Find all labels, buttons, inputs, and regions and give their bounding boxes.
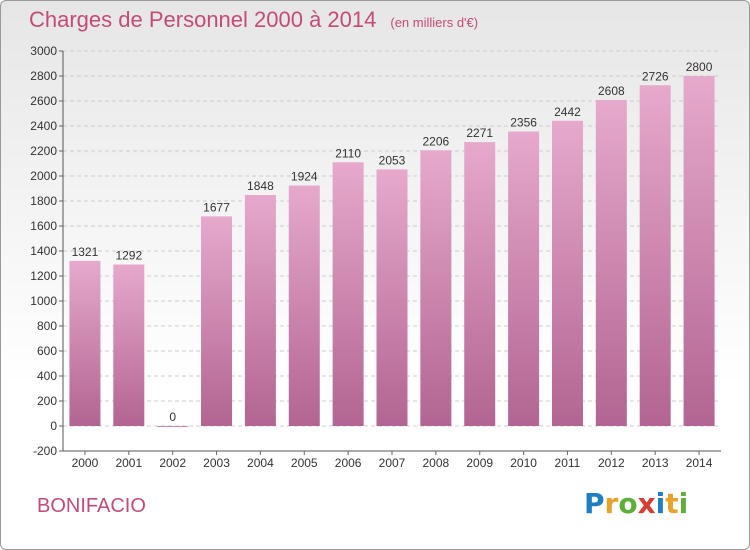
y-tick-label: 0 <box>50 419 57 433</box>
location-label: BONIFACIO <box>37 495 146 517</box>
bar <box>420 150 452 426</box>
y-tick-label: 1400 <box>30 244 57 258</box>
bar <box>508 131 540 426</box>
y-tick-label: 600 <box>37 344 57 358</box>
bar <box>595 100 627 426</box>
logo-letter: i <box>678 487 689 520</box>
axes: -200 0 200 400 600 800 1000 1200 1400 1600 1800 200… <box>30 44 721 470</box>
x-tick-label: 2003 <box>203 456 230 470</box>
y-tick-label: 2600 <box>30 94 57 108</box>
chart-unit-note: (en milliers d'€) <box>390 15 479 30</box>
y-tick-label: 1800 <box>30 194 57 208</box>
y-tick-label: 400 <box>37 369 57 383</box>
x-tick-label: 2006 <box>335 456 362 470</box>
x-tick-label: 2002 <box>159 456 186 470</box>
bar <box>683 76 715 426</box>
data-label: 2726 <box>642 69 669 83</box>
data-label: 1677 <box>203 200 230 214</box>
y-tick-label: 1200 <box>30 269 57 283</box>
bar <box>288 185 320 426</box>
x-tick-label: 2010 <box>510 456 537 470</box>
bar <box>332 162 364 426</box>
data-label: 1321 <box>72 245 99 259</box>
logo-letter: r <box>604 487 619 520</box>
logo-letter: x <box>637 487 656 520</box>
data-label: 2110 <box>335 146 361 160</box>
logo-letter: i <box>655 487 666 520</box>
bar <box>201 216 233 426</box>
bar <box>244 195 276 426</box>
x-tick-label: 2004 <box>247 456 274 470</box>
y-tick-label: 1600 <box>30 219 57 233</box>
y-tick-label: 3000 <box>30 44 57 58</box>
x-tick-label: 2014 <box>686 456 713 470</box>
data-label: 2206 <box>423 134 450 148</box>
y-tick-label: 2800 <box>30 69 57 83</box>
y-tick-label: -200 <box>33 444 57 458</box>
bar <box>157 426 189 427</box>
x-tick-label: 2001 <box>115 456 142 470</box>
x-tick-label: 2005 <box>291 456 318 470</box>
data-label: 1292 <box>115 249 142 263</box>
data-label: 1924 <box>291 170 318 184</box>
y-tick-label: 2200 <box>30 144 57 158</box>
logo-letter: t <box>665 487 679 520</box>
logo-letter: o <box>618 487 638 520</box>
y-tick-label: 2000 <box>30 169 57 183</box>
bar <box>69 260 101 426</box>
data-label: 0 <box>169 410 176 424</box>
y-tick-label: 2400 <box>30 119 57 133</box>
data-label: 2800 <box>686 60 713 74</box>
bar <box>113 264 145 426</box>
data-label: 2271 <box>466 126 493 140</box>
proxiti-logo: Proxiti <box>584 487 688 520</box>
y-tick-label: 200 <box>37 394 57 408</box>
x-tick-label: 2007 <box>379 456 406 470</box>
x-tick-label: 2008 <box>423 456 450 470</box>
x-tick-label: 2000 <box>72 456 99 470</box>
data-label: 2442 <box>554 105 581 119</box>
bar <box>376 169 408 426</box>
x-tick-label: 2009 <box>466 456 493 470</box>
data-label: 2608 <box>598 84 625 98</box>
y-tick-label: 800 <box>37 319 57 333</box>
data-label: 2053 <box>379 153 406 167</box>
bars <box>69 76 715 427</box>
x-tick-label: 2012 <box>598 456 625 470</box>
data-label: 2356 <box>510 116 537 130</box>
x-tick-label: 2011 <box>555 456 581 470</box>
bar <box>639 85 671 426</box>
data-labels: 1321 1292 0 1677 1848 1924 2110 2053 2206 2271 235… <box>72 60 713 424</box>
bar <box>551 120 583 426</box>
data-label: 1848 <box>247 179 274 193</box>
chart-title-main: Charges de Personnel 2000 à 2014 <box>29 7 377 32</box>
x-tick-label: 2013 <box>642 456 669 470</box>
logo-letter: P <box>584 487 605 520</box>
chart-title: Charges de Personnel 2000 à 2014 (en mill… <box>29 7 478 33</box>
y-tick-label: 1000 <box>30 294 57 308</box>
bar <box>464 142 496 426</box>
